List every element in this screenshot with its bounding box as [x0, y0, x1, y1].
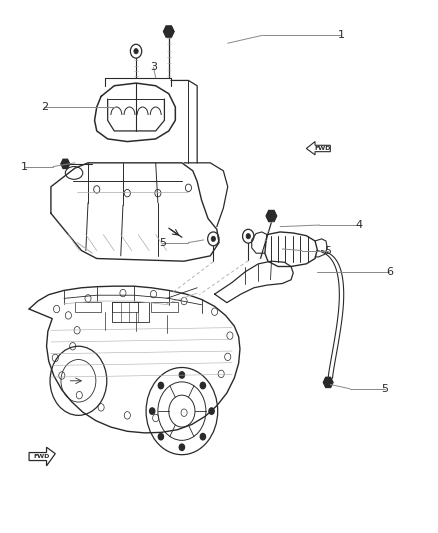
Text: 5: 5: [381, 384, 389, 394]
Text: 4: 4: [355, 220, 362, 230]
Text: FWD: FWD: [33, 454, 49, 459]
Circle shape: [211, 236, 215, 241]
Circle shape: [179, 444, 184, 450]
Circle shape: [200, 433, 205, 440]
Bar: [75, 302, 101, 312]
Text: 6: 6: [386, 267, 393, 277]
Text: 1: 1: [338, 30, 345, 41]
Circle shape: [158, 382, 163, 389]
Text: 2: 2: [41, 102, 48, 112]
Text: 3: 3: [150, 62, 157, 72]
Circle shape: [209, 408, 214, 414]
Polygon shape: [266, 211, 277, 222]
Text: FWD: FWD: [314, 146, 331, 151]
Circle shape: [200, 382, 205, 389]
Circle shape: [179, 372, 184, 378]
Text: 1: 1: [21, 161, 28, 172]
Polygon shape: [163, 26, 174, 37]
Bar: [151, 302, 177, 312]
Bar: [112, 302, 149, 322]
Bar: [112, 302, 138, 312]
Circle shape: [246, 233, 251, 239]
Circle shape: [150, 408, 155, 414]
Polygon shape: [323, 377, 333, 387]
Text: 5: 5: [325, 246, 332, 255]
Text: 5: 5: [159, 238, 166, 247]
Circle shape: [134, 49, 138, 54]
Polygon shape: [61, 159, 70, 168]
Circle shape: [158, 433, 163, 440]
